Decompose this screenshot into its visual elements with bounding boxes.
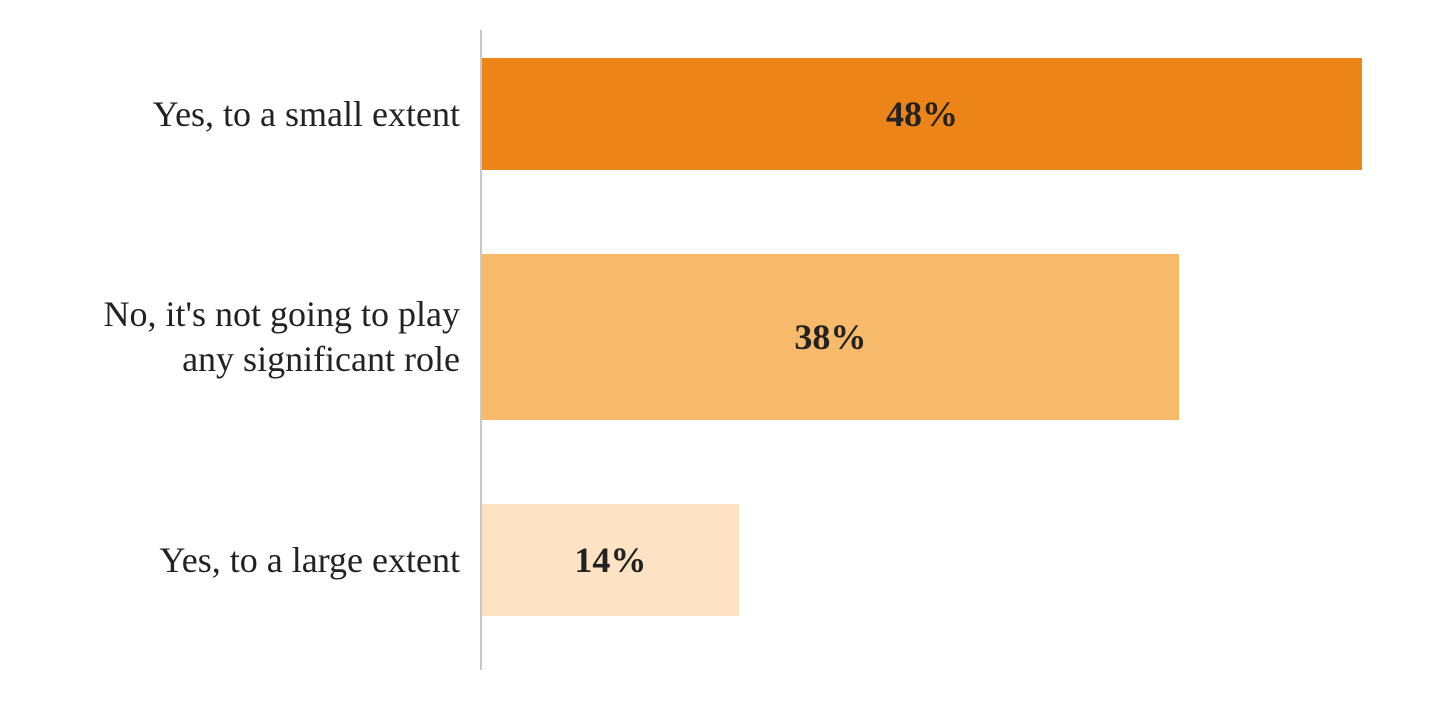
bar: 38% bbox=[482, 254, 1179, 420]
bar-value: 38% bbox=[794, 316, 866, 358]
bar-row-0: Yes, to a small extent 48% bbox=[60, 58, 1400, 170]
bar-value: 48% bbox=[886, 93, 958, 135]
horizontal-bar-chart: Yes, to a small extent 48% No, it's not … bbox=[60, 30, 1400, 690]
category-label: No, it's not going to play any significa… bbox=[80, 292, 460, 382]
bar-value: 14% bbox=[574, 539, 646, 581]
bar: 48% bbox=[482, 58, 1362, 170]
category-label: Yes, to a small extent bbox=[80, 92, 460, 137]
category-label: Yes, to a large extent bbox=[80, 538, 460, 583]
bar-row-2: Yes, to a large extent 14% bbox=[60, 504, 1400, 616]
bar: 14% bbox=[482, 504, 739, 616]
bar-row-1: No, it's not going to play any significa… bbox=[60, 254, 1400, 420]
